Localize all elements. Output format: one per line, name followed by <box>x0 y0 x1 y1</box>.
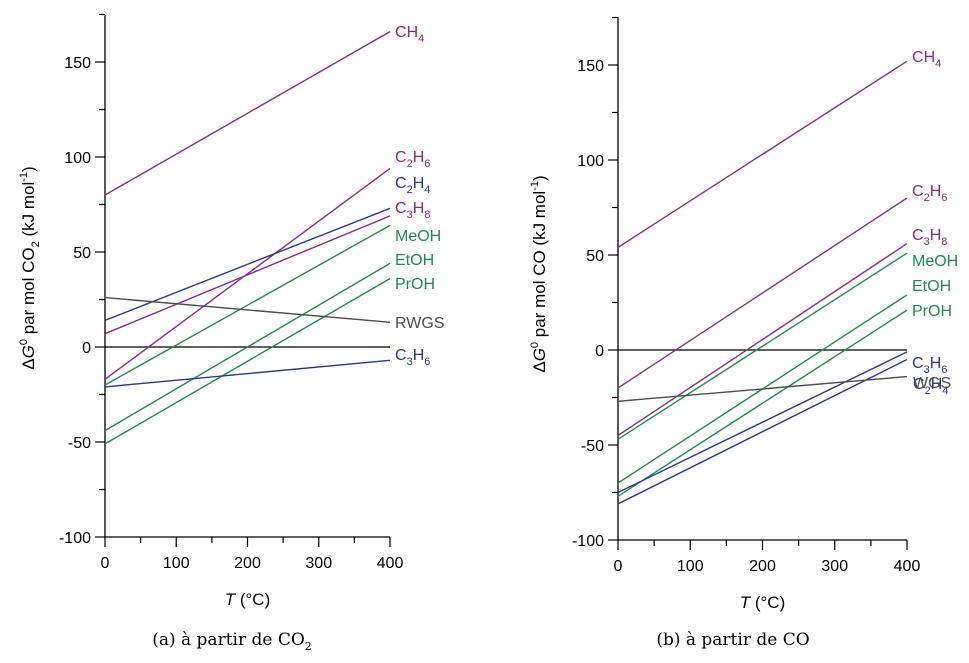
series-line-c3h6 <box>104 359 391 388</box>
series-line-c3h8 <box>104 215 391 335</box>
series-label-c2h6: C2H6 <box>395 149 430 170</box>
y-tick-label: -100 <box>572 533 604 550</box>
figure-caption: (b) à partir de CO <box>656 630 809 650</box>
x-tick-label: 100 <box>163 555 190 572</box>
y-tick-label: 0 <box>82 340 91 357</box>
y-tick-label: 150 <box>577 58 604 75</box>
x-tick-label: 100 <box>677 558 704 575</box>
x-tick-label: 200 <box>749 558 776 575</box>
x-tick-label: 400 <box>377 555 404 572</box>
series-label-etoh: EtOH <box>912 278 951 295</box>
y-tick-label: 50 <box>586 248 604 265</box>
series-label-rwgs: RWGS <box>395 315 444 332</box>
series-line-etoh <box>104 262 391 432</box>
series-label-c2h4: C2H4 <box>395 175 430 196</box>
series-label-proh: PrOH <box>395 276 435 293</box>
y-axis-title: ΔG0 par mol CO2 (kJ mol-1) <box>18 166 42 369</box>
series-line-meoh <box>104 224 391 386</box>
y-tick-label: 0 <box>595 343 604 360</box>
y-tick-label: 100 <box>577 153 604 170</box>
chart-panel-a: -100 -50 0 50 100 150 0 100 200 300 400 CH4 C2H6 C2H4… <box>18 13 444 653</box>
series-label-wgs: WGS <box>913 375 951 392</box>
series-label-c3h8: C3H8 <box>912 227 947 248</box>
series-line-c2h6 <box>104 167 391 380</box>
series-line-proh <box>104 277 391 445</box>
x-tick-label: 300 <box>305 555 332 572</box>
series-label-c3h6: C3H6 <box>912 355 947 376</box>
x-tick-label: 200 <box>234 555 261 572</box>
series-line-c2h4 <box>617 358 908 505</box>
x-tick-label: 300 <box>821 558 848 575</box>
series-label-ch4: CH4 <box>395 24 424 45</box>
y-tick-label: 50 <box>73 245 91 262</box>
x-tick-label: 0 <box>101 555 110 572</box>
figure-caption: (a) à partir de CO2 <box>152 630 312 653</box>
x-tick-label: 0 <box>614 558 623 575</box>
series-line-proh <box>617 309 908 497</box>
x-axis-title: T (°C) <box>740 593 786 612</box>
series-label-ch4: CH4 <box>912 49 941 70</box>
series-line-ch4 <box>617 60 908 248</box>
y-tick-label: -50 <box>581 438 604 455</box>
y-tick-label: 150 <box>64 55 91 72</box>
series-label-proh: PrOH <box>912 303 952 320</box>
series-label-c2h4: C2H4 <box>913 376 948 397</box>
series-line-c3h6 <box>617 351 908 494</box>
series-line-c2h6 <box>617 197 908 389</box>
x-axis-title: T (°C) <box>225 590 271 609</box>
x-tick-label: 400 <box>894 558 921 575</box>
y-tick-label: -100 <box>59 530 91 547</box>
y-tick-label: 100 <box>64 150 91 167</box>
series-label-meoh: MeOH <box>395 228 441 245</box>
series-label-etoh: EtOH <box>395 252 434 269</box>
series-line-rwgs <box>104 296 391 323</box>
series-label-c3h8: C3H8 <box>395 200 430 221</box>
series-line-wgs <box>617 375 908 402</box>
chart-panel-b: -100 -50 0 50 100 150 0 100 200 300 400 CH4 C2H6 C3H8… <box>529 16 958 650</box>
series-line-meoh <box>617 252 908 440</box>
y-tick-label: -50 <box>68 435 91 452</box>
series-line-ch4 <box>104 30 391 196</box>
series-label-c3h6: C3H6 <box>395 347 430 368</box>
series-label-meoh: MeOH <box>912 253 958 270</box>
series-line-c3h8 <box>617 243 908 437</box>
y-axis-title: ΔG0 par mol CO (kJ mol-1) <box>529 175 549 372</box>
series-label-c2h6: C2H6 <box>912 183 947 204</box>
